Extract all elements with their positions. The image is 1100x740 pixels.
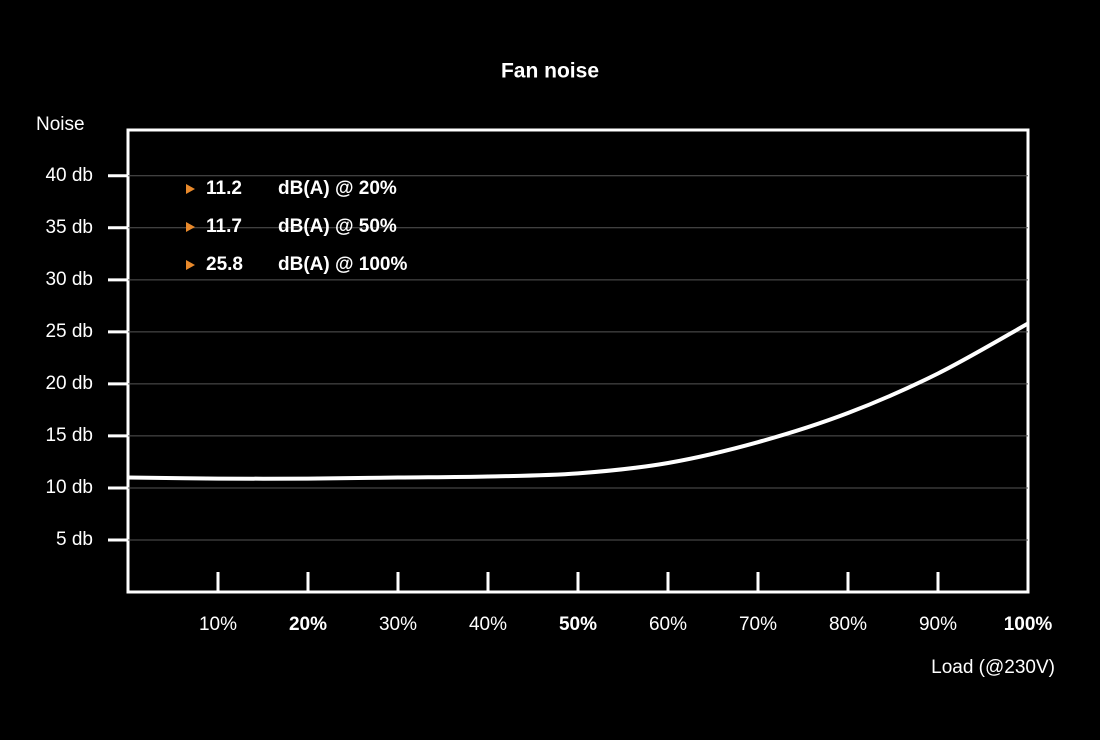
y-tick-label: 10 db xyxy=(45,477,93,498)
x-tick-label: 60% xyxy=(649,614,687,635)
annotation-marker xyxy=(186,222,195,232)
annotation-marker xyxy=(186,184,195,194)
y-tick-label: 25 db xyxy=(45,321,93,342)
x-tick-label: 50% xyxy=(559,614,597,635)
x-tick-label: 80% xyxy=(829,614,867,635)
x-tick-label: 100% xyxy=(1004,614,1053,635)
chart-title: Fan noise xyxy=(501,60,599,83)
annotation-label: dB(A) @ 20% xyxy=(278,178,397,199)
x-tick-label: 20% xyxy=(289,614,327,635)
y-tick-label: 5 db xyxy=(56,529,93,550)
y-tick-label: 15 db xyxy=(45,425,93,446)
y-axis-label: Noise xyxy=(36,114,85,135)
x-axis-label: Load (@230V) xyxy=(931,657,1055,678)
x-tick-label: 30% xyxy=(379,614,417,635)
annotation-label: dB(A) @ 50% xyxy=(278,216,397,237)
y-tick-label: 30 db xyxy=(45,269,93,290)
y-tick-label: 20 db xyxy=(45,373,93,394)
x-tick-label: 40% xyxy=(469,614,507,635)
line xyxy=(127,321,1029,481)
x-tick-label: 70% xyxy=(739,614,777,635)
annotation-value: 11.2 xyxy=(206,178,242,199)
y-tick-label: 40 db xyxy=(45,165,93,186)
annotation-label: dB(A) @ 100% xyxy=(278,254,407,275)
x-tick-label: 90% xyxy=(919,614,957,635)
annotation-marker xyxy=(186,260,195,270)
annotation-value: 25.8 xyxy=(206,254,243,275)
y-tick-label: 35 db xyxy=(45,217,93,238)
annotation-value: 11.7 xyxy=(206,216,242,237)
x-tick-label: 10% xyxy=(199,614,237,635)
